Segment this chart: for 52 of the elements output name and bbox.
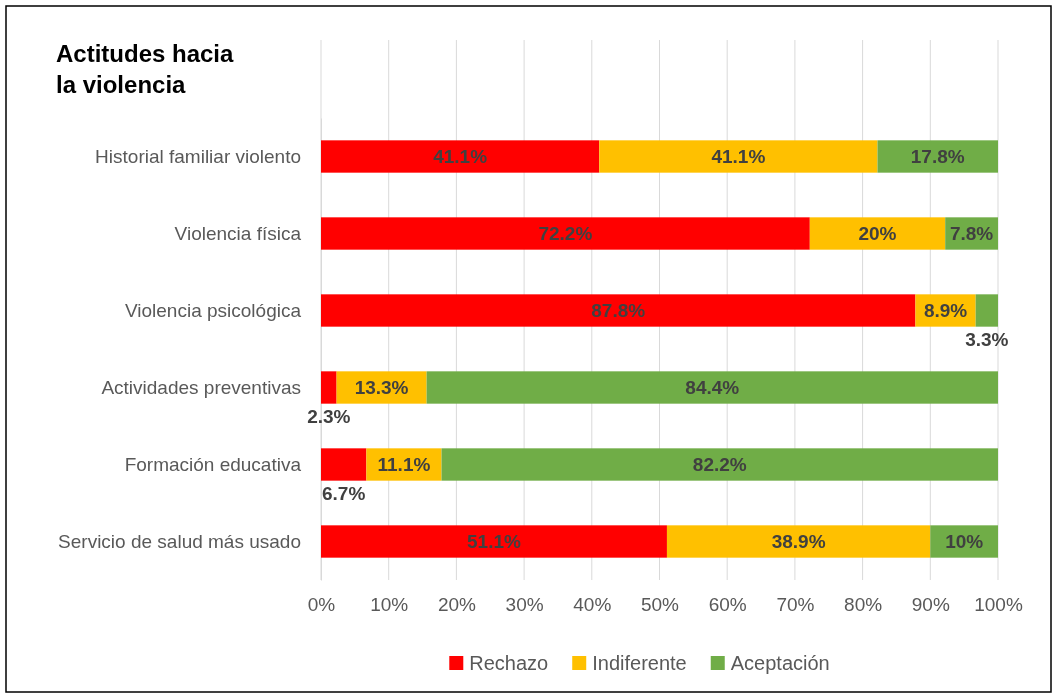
- y-tick-label: Servicio de salud más usado: [58, 530, 301, 552]
- x-tick-label: 20%: [437, 594, 477, 616]
- bar: [321, 294, 916, 327]
- bar: [666, 525, 931, 558]
- data-label: 82.2%: [692, 454, 747, 476]
- x-tick-label: 80%: [844, 594, 883, 616]
- data-label: 20%: [858, 223, 897, 245]
- x-tick-label: 0%: [307, 594, 336, 616]
- data-label: 72.2%: [538, 223, 593, 245]
- x-tick-label: 70%: [776, 594, 815, 616]
- data-label: 84.4%: [685, 377, 740, 399]
- data-label: 51.1%: [467, 531, 522, 553]
- bar: [441, 448, 998, 481]
- x-tick-label: 40%: [573, 594, 612, 616]
- x-tick-label: 50%: [640, 594, 680, 616]
- data-label: 38.9%: [771, 531, 826, 553]
- bar: [877, 140, 998, 173]
- bar: [426, 371, 998, 404]
- bar: [321, 371, 337, 404]
- x-tick-label: 30%: [505, 594, 544, 616]
- data-label: 17.8%: [910, 146, 965, 168]
- data-label: 87.8%: [591, 300, 646, 322]
- data-label: 41.1%: [433, 146, 488, 168]
- bar: [809, 217, 946, 250]
- y-tick-label: Violencia psicológica: [124, 299, 302, 321]
- data-label: 7.8%: [949, 223, 994, 245]
- legend-label: Aceptación: [730, 652, 830, 674]
- legend-label: Indiferente: [592, 652, 687, 674]
- data-label: 6.7%: [322, 483, 366, 505]
- y-tick-label: Historial familiar violento: [95, 145, 301, 167]
- data-label: 11.1%: [377, 454, 431, 476]
- data-label: 3.3%: [965, 329, 1009, 351]
- y-tick-label: Violencia física: [174, 222, 302, 244]
- chart-title: Actitudes hacia la violencia: [56, 40, 235, 99]
- x-tick-label: 100%: [974, 594, 1023, 616]
- data-label: 2.3%: [307, 406, 351, 428]
- bar: [321, 217, 810, 250]
- bar: [321, 525, 667, 558]
- y-tick-label: Formación educativa: [124, 453, 302, 475]
- x-tick-label: 60%: [708, 594, 747, 616]
- bar: [975, 294, 998, 327]
- bar: [321, 140, 600, 173]
- data-label: 41.1%: [711, 146, 766, 168]
- data-label: 13.3%: [354, 377, 409, 399]
- bar: [321, 448, 367, 481]
- legend-label: Rechazo: [469, 652, 549, 674]
- data-label: 10%: [945, 531, 984, 553]
- data-label: 8.9%: [923, 300, 968, 322]
- x-tick-label: 10%: [370, 594, 409, 616]
- x-tick-label: 90%: [911, 594, 950, 616]
- bar: [599, 140, 878, 173]
- y-tick-label: Actividades preventivas: [101, 376, 301, 398]
